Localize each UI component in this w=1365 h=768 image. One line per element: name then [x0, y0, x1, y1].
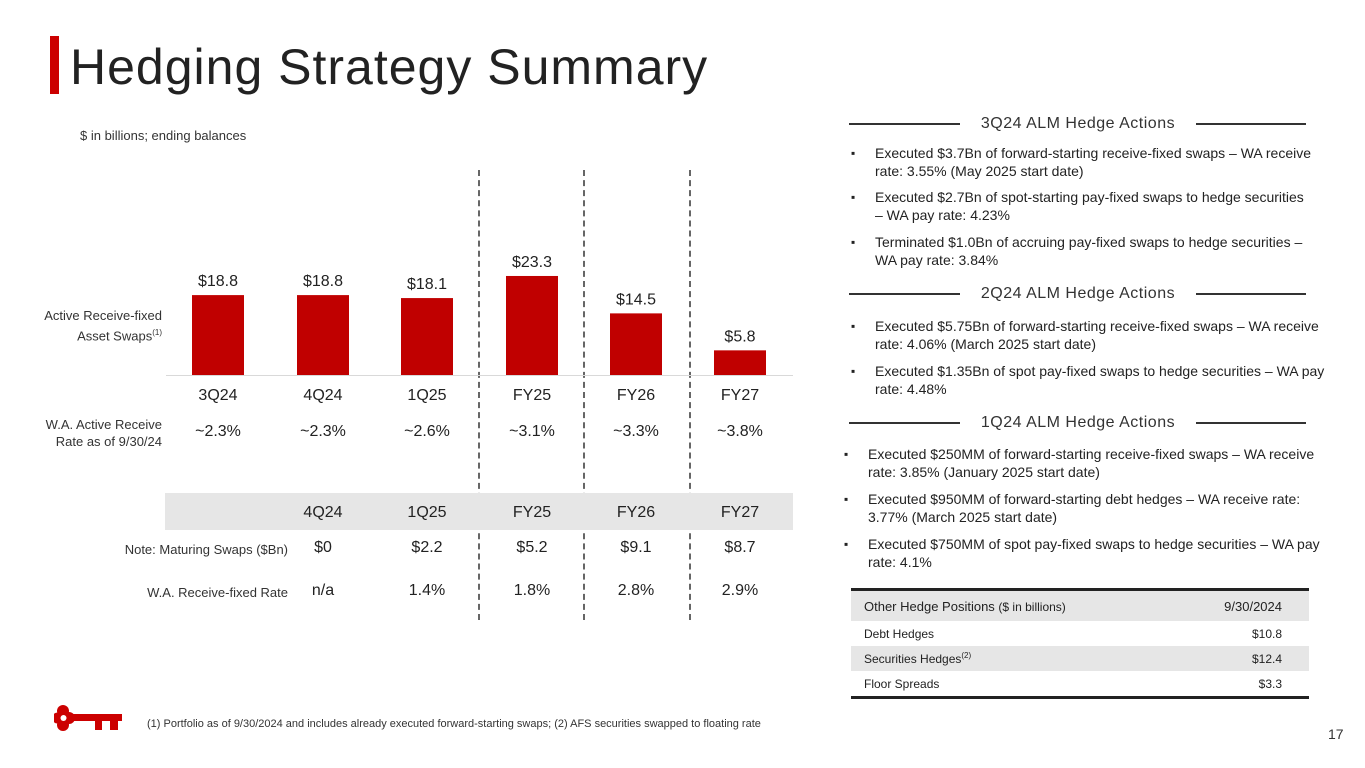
- wa-active-rate: ~2.3%: [300, 423, 346, 440]
- bar-4Q24: [297, 295, 349, 375]
- section-rule-right: [1196, 293, 1306, 295]
- category-label: 1Q25: [407, 387, 447, 404]
- bar-value-label: $18.8: [303, 273, 343, 290]
- wa-active-rate: ~2.6%: [404, 423, 450, 440]
- footnote: (1) Portfolio as of 9/30/2024 and includ…: [147, 718, 761, 730]
- separator-dashed-2: [583, 170, 585, 620]
- category-label: 3Q24: [198, 387, 238, 404]
- bar-FY26: [610, 313, 662, 375]
- table-row: Securities Hedges(2) $12.4: [851, 646, 1309, 671]
- row-label-active-swaps: Active Receive-fixed Asset Swaps(1): [44, 308, 162, 344]
- units-note: $ in billions; ending balances: [80, 128, 247, 143]
- maturing-swaps-cell: $2.2: [411, 539, 443, 556]
- maturing-swaps-cell: $9.1: [620, 539, 652, 556]
- bar-value-label: $23.3: [512, 254, 552, 271]
- bullet-1q24-2: Executed $950MM of forward-starting debt…: [844, 490, 1324, 526]
- maturity-table-header-cell: FY26: [616, 504, 656, 521]
- maturing-swaps-cell: $0: [314, 539, 332, 556]
- bar-value-label: $18.1: [407, 276, 447, 293]
- maturing-swaps-cell: $8.7: [724, 539, 756, 556]
- bar-FY25: [506, 275, 558, 375]
- other-hedges-header-date: 9/30/2024: [1224, 598, 1282, 614]
- other-hedges-row-label: Floor Spreads: [864, 677, 940, 691]
- category-label: FY25: [512, 387, 552, 404]
- page-number: 17: [1328, 726, 1344, 742]
- page-title: Hedging Strategy Summary: [70, 39, 709, 95]
- bullet-1q24-3: Executed $750MM of spot pay-fixed swaps …: [844, 535, 1324, 571]
- other-hedges-row-value: $3.3: [1258, 676, 1282, 691]
- section-rule-left: [849, 123, 960, 125]
- bullet-2q24-1: Executed $5.75Bn of forward-starting rec…: [851, 317, 1325, 353]
- section-heading-2q24: 2Q24 ALM Hedge Actions: [980, 285, 1176, 302]
- wa-receive-fixed-cell: 2.9%: [721, 582, 759, 599]
- wa-active-rate: ~3.1%: [509, 423, 555, 440]
- bullet-2q24-2: Executed $1.35Bn of spot pay-fixed swaps…: [851, 362, 1325, 398]
- maturity-table-header: [165, 493, 793, 530]
- key-logo-icon: [54, 705, 122, 731]
- wa-receive-fixed-cell: 2.8%: [617, 582, 655, 599]
- wa-active-rate: ~2.3%: [195, 423, 241, 440]
- maturity-table-header-cell: FY27: [720, 504, 760, 521]
- bar-value-label: $5.8: [724, 328, 755, 345]
- maturity-table-header-cell: FY25: [512, 504, 552, 521]
- table-row: Floor Spreads $3.3: [851, 671, 1309, 696]
- separator-dashed-1: [478, 170, 480, 620]
- bar-FY27: [714, 350, 766, 375]
- section-rule-left: [849, 422, 960, 424]
- wa-active-rate: ~3.3%: [613, 423, 659, 440]
- section-rule-right: [1196, 123, 1306, 125]
- other-hedges-row-label: Securities Hedges(2): [864, 651, 972, 666]
- category-label: FY27: [720, 387, 760, 404]
- other-hedges-row-value: $12.4: [1251, 651, 1282, 666]
- other-hedges-row-label: Debt Hedges: [864, 627, 935, 641]
- other-hedges-header-row: Other Hedge Positions ($ in billions) 9/…: [851, 591, 1309, 621]
- maturing-swaps-cell: $5.2: [516, 539, 548, 556]
- bar-value-label: $18.8: [198, 273, 238, 290]
- section-heading-3q24: 3Q24 ALM Hedge Actions: [980, 115, 1176, 132]
- section-heading-1q24: 1Q24 ALM Hedge Actions: [980, 414, 1176, 431]
- other-hedges-row-value: $10.8: [1251, 626, 1282, 641]
- bullet-3q24-2: Executed $2.7Bn of spot-starting pay-fix…: [851, 188, 1315, 224]
- category-label: 4Q24: [303, 387, 343, 404]
- wa-active-rate: ~3.8%: [717, 423, 763, 440]
- section-rule-left: [849, 293, 960, 295]
- other-hedge-positions-table: Other Hedge Positions ($ in billions) 9/…: [851, 588, 1309, 699]
- row-label-maturing-swaps: Note: Maturing Swaps ($Bn): [124, 542, 288, 557]
- table-row: Debt Hedges $10.8: [851, 621, 1309, 646]
- bar-value-label: $14.5: [616, 291, 656, 308]
- swaps-bar-chart: $18.8 $18.8 $18.1 $23.3 $14.5 $5.8: [166, 254, 793, 376]
- wa-receive-fixed-cell: 1.4%: [408, 582, 446, 599]
- bullet-3q24-3: Terminated $1.0Bn of accruing pay-fixed …: [851, 233, 1315, 269]
- bar-1Q25: [401, 298, 453, 375]
- other-hedges-header-label: Other Hedge Positions ($ in billions): [864, 598, 1066, 614]
- wa-receive-fixed-cell: n/a: [311, 582, 335, 599]
- title-accent-bar: [50, 36, 59, 94]
- bullet-3q24-1: Executed $3.7Bn of forward-starting rece…: [851, 144, 1315, 180]
- maturity-table-header-cell: 4Q24: [303, 504, 343, 521]
- separator-dashed-3: [689, 170, 691, 620]
- maturity-table-header-cell: 1Q25: [407, 504, 447, 521]
- row-label-wa-active-rate: W.A. Active Receive Rate as of 9/30/24: [45, 417, 162, 449]
- row-label-wa-receive-fixed: W.A. Receive-fixed Rate: [147, 585, 288, 600]
- bar-3Q24: [192, 295, 244, 375]
- category-label: FY26: [616, 387, 656, 404]
- wa-receive-fixed-cell: 1.8%: [513, 582, 551, 599]
- bullet-1q24-1: Executed $250MM of forward-starting rece…: [844, 445, 1324, 481]
- section-rule-right: [1196, 422, 1306, 424]
